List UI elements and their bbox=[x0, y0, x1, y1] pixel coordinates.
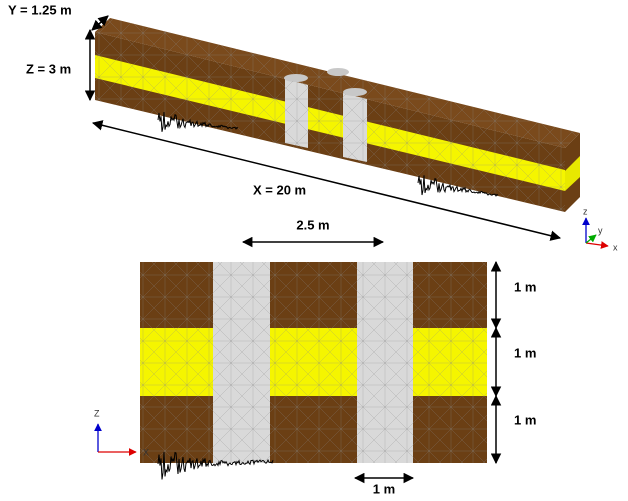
axis-triad: z y x bbox=[583, 206, 618, 252]
dim-label: X = 20 m bbox=[253, 182, 306, 197]
dim-label: Y = 1.25 m bbox=[8, 2, 72, 17]
dim-label: 1 m bbox=[514, 279, 536, 294]
dim-label: 2.5 m bbox=[296, 217, 329, 232]
dim-label: Z = 3 m bbox=[26, 61, 71, 76]
dim-label: 1 m bbox=[514, 412, 536, 427]
dim-label: 1 m bbox=[514, 345, 536, 360]
axis-label: Z bbox=[94, 408, 100, 418]
model-2d bbox=[140, 262, 487, 479]
axis-label: y bbox=[598, 225, 603, 235]
axis-label: X bbox=[143, 447, 149, 457]
axis-label: z bbox=[583, 206, 588, 216]
diagram: Y = 1.25 m Z = 3 m X = 20 m z y x 2.5 m … bbox=[0, 0, 628, 496]
dim-label: 1 m bbox=[373, 481, 395, 496]
axis-label: x bbox=[613, 242, 618, 252]
